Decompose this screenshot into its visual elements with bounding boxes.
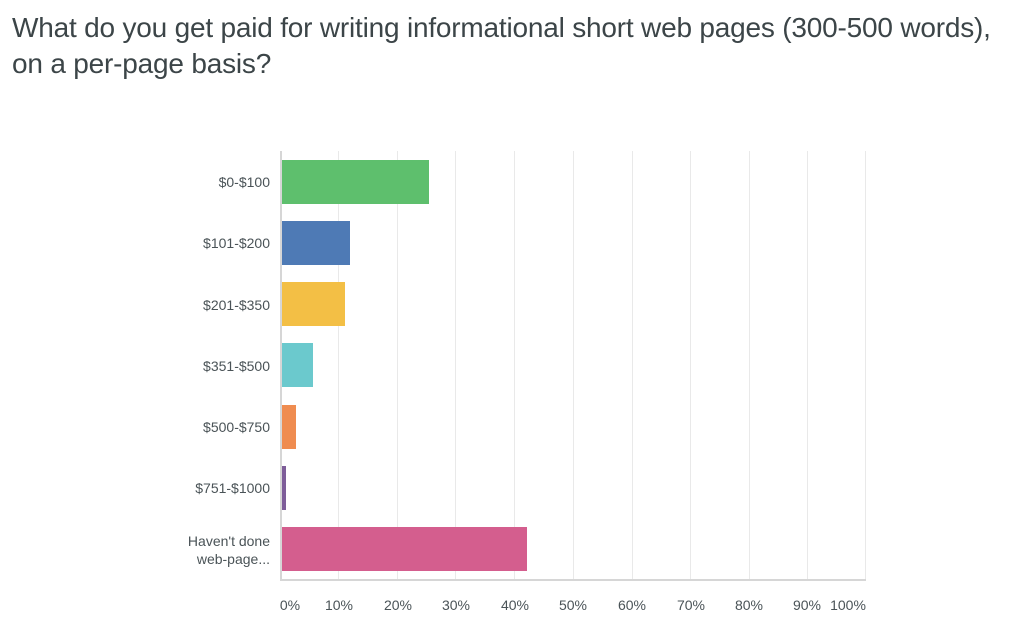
bar-101-200[interactable] [281,221,350,265]
y-axis-line [280,151,282,581]
bar-351-500[interactable] [281,343,313,387]
x-tick-label: 70% [676,597,706,613]
gridline-70 [690,151,691,581]
gridline-100 [865,151,866,581]
bar-havent-done[interactable] [281,527,527,571]
gridline-10 [338,151,339,581]
gridline-60 [632,151,633,581]
category-label: $751-$1000 [195,480,270,496]
x-tick-label: 80% [734,597,764,613]
category-label-line2: web-page... [196,551,270,567]
category-label: $201-$350 [203,297,270,313]
x-tick-label: 90% [792,597,822,613]
bar-201-350[interactable] [281,282,345,326]
x-tick-label: 60% [617,597,647,613]
x-tick-label: 50% [558,597,588,613]
category-label-line1: Haven't done [187,533,270,549]
chart-title: What do you get paid for writing informa… [12,12,991,79]
bar-500-750[interactable] [281,405,296,449]
gridline-50 [573,151,574,581]
x-tick-label: 20% [383,597,413,613]
gridline-40 [514,151,515,581]
x-tick-label: 100% [830,597,866,613]
plot-area [280,151,866,581]
x-tick-label: 40% [500,597,530,613]
category-label: $101-$200 [203,235,270,251]
x-tick-label: 10% [324,597,354,613]
category-label: Haven't done web-page... [70,532,270,568]
gridline-20 [397,151,398,581]
category-label: $351-$500 [203,358,270,374]
gridline-30 [455,151,456,581]
category-label: $500-$750 [203,419,270,435]
gridline-90 [807,151,808,581]
bar-0-100[interactable] [281,160,429,204]
bar-751-1000[interactable] [281,466,286,510]
x-axis-line [280,579,866,581]
gridline-80 [749,151,750,581]
category-label: $0-$100 [218,174,270,190]
x-tick-label: 30% [441,597,471,613]
x-tick-label: 0% [279,597,301,613]
